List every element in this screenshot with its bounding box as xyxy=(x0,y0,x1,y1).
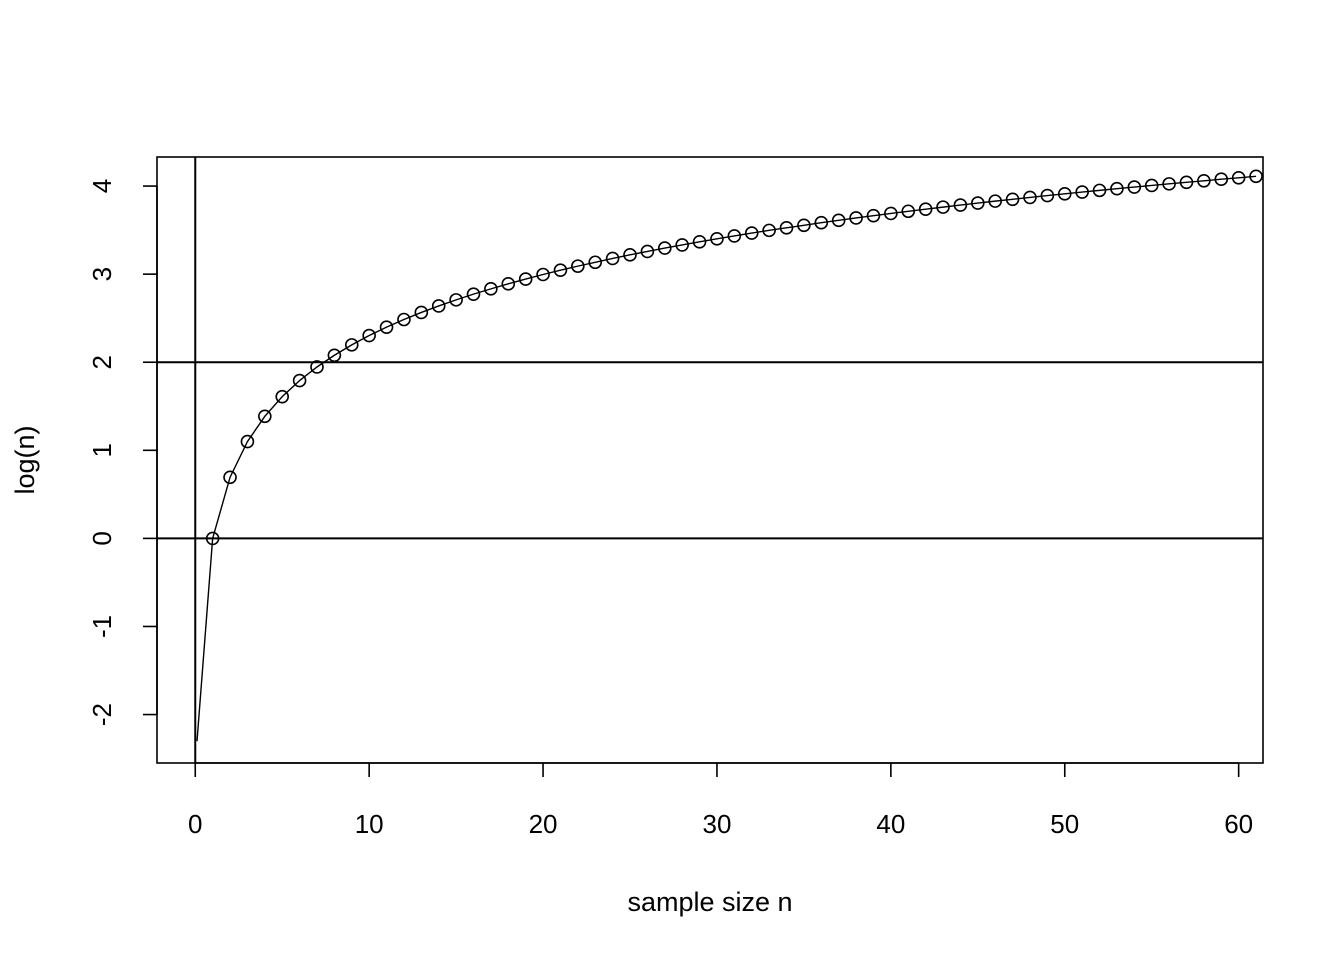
data-point xyxy=(918,202,933,216)
data-point xyxy=(727,229,742,243)
data-point xyxy=(536,267,550,282)
x-tick-label: 20 xyxy=(529,809,558,839)
data-point xyxy=(1197,173,1211,188)
data-point xyxy=(936,200,950,214)
data-point xyxy=(344,338,359,352)
data-point xyxy=(310,360,324,374)
data-point xyxy=(884,206,898,221)
data-point xyxy=(901,204,916,219)
data-point xyxy=(327,348,342,363)
x-tick-label: 60 xyxy=(1224,809,1253,839)
data-point xyxy=(571,259,585,273)
y-tick-label: -1 xyxy=(87,615,117,638)
data-point xyxy=(675,238,689,252)
data-point xyxy=(292,373,307,388)
data-point xyxy=(258,409,272,424)
data-point xyxy=(518,272,533,286)
y-tick-label: 1 xyxy=(87,443,117,457)
data-point xyxy=(397,312,411,327)
y-tick-label: -2 xyxy=(87,703,117,726)
reference-lines xyxy=(157,157,1263,763)
data-point xyxy=(240,434,255,449)
data-point xyxy=(205,531,220,546)
data-point xyxy=(762,223,776,238)
data-point xyxy=(1005,192,1020,207)
data-point xyxy=(953,198,968,212)
data-point xyxy=(484,282,498,296)
data-point xyxy=(692,235,707,249)
data-point xyxy=(640,244,655,259)
data-point xyxy=(414,305,429,320)
data-point xyxy=(553,263,568,277)
data-point xyxy=(1023,190,1037,205)
data-point xyxy=(588,255,603,270)
data-point xyxy=(223,470,237,485)
data-point xyxy=(1179,175,1194,190)
data-point xyxy=(1075,185,1089,199)
data-point xyxy=(797,218,811,233)
data-point xyxy=(814,215,829,230)
data-point xyxy=(1231,170,1246,185)
data-point xyxy=(744,226,759,240)
data-point xyxy=(449,293,463,307)
data-point xyxy=(1214,172,1229,186)
data-point xyxy=(1249,169,1263,184)
data-point xyxy=(710,232,724,246)
x-axis: 0 10 20 30 40 50 60 xyxy=(188,762,1253,839)
x-axis-title: sample size n xyxy=(627,887,792,917)
y-tick-label: 3 xyxy=(87,267,117,281)
x-tick-label: 30 xyxy=(702,809,731,839)
data-point xyxy=(1092,183,1107,198)
data-point xyxy=(501,277,516,291)
data-point xyxy=(831,213,846,228)
data-point xyxy=(1144,178,1159,193)
data-point xyxy=(275,389,290,404)
data-point xyxy=(971,196,985,210)
data-point xyxy=(466,287,481,301)
plot-frame xyxy=(156,156,1264,764)
data-point xyxy=(1162,177,1176,191)
y-tick-label: 0 xyxy=(87,531,117,545)
data-point xyxy=(623,248,637,262)
y-tick-label: 4 xyxy=(87,179,117,193)
data-point xyxy=(1040,188,1055,203)
data-point xyxy=(1110,181,1124,196)
data-point xyxy=(605,251,620,266)
x-tick-label: 40 xyxy=(876,809,905,839)
series-line xyxy=(196,175,1257,742)
data-point xyxy=(1127,180,1142,194)
data-point xyxy=(988,194,1002,208)
x-tick-label: 0 xyxy=(188,809,202,839)
x-tick-label: 10 xyxy=(355,809,384,839)
x-tick-label: 50 xyxy=(1050,809,1079,839)
data-point xyxy=(362,328,376,343)
data-point xyxy=(379,320,394,334)
y-axis-title: log(n) xyxy=(10,425,40,494)
data-point xyxy=(779,221,794,235)
data-point xyxy=(849,211,863,225)
data-point xyxy=(866,208,881,223)
data-point xyxy=(431,299,446,313)
y-tick-label: 2 xyxy=(87,355,117,369)
y-axis: -2 -1 0 1 2 3 4 xyxy=(87,179,158,726)
data-point xyxy=(657,241,672,255)
data-point xyxy=(1057,187,1072,201)
series-group xyxy=(196,169,1263,742)
